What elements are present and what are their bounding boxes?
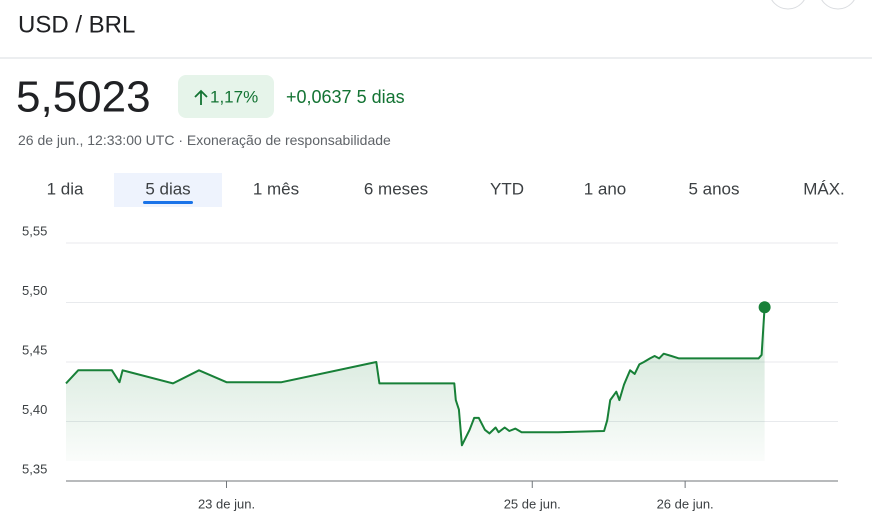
y-tick-label: 5,35	[22, 461, 47, 476]
disclaimer[interactable]: Exoneração de responsabilidade	[187, 132, 391, 148]
change-chip	[178, 75, 274, 118]
x-tick-label: 26 de jun.	[657, 496, 714, 511]
range-tab[interactable]: YTD	[490, 179, 524, 198]
up-arrow	[194, 89, 208, 105]
title: USD / BRL	[18, 11, 135, 38]
time: 26 de jun., 12:33:00 UTC	[18, 132, 174, 148]
range-tab[interactable]: 1 dia	[47, 179, 84, 198]
y-tick-label: 5,55	[22, 223, 47, 238]
y-tick-label: 5,50	[22, 283, 47, 298]
range-tab[interactable]: 6 meses	[364, 179, 428, 198]
price: 5,5023	[16, 73, 151, 122]
range-tab[interactable]: 1 mês	[253, 179, 299, 198]
action-button[interactable]	[769, 0, 807, 10]
period-label: 5 dias	[357, 87, 405, 107]
y-tick-label: 5,45	[22, 342, 47, 357]
range-tab[interactable]: 5 dias	[145, 179, 190, 198]
change-pct: 1,17%	[210, 87, 258, 106]
range-tab[interactable]: 5 anos	[688, 179, 739, 198]
timestamp: 26 de jun., 12:33:00 UTC · Exoneração de…	[18, 132, 391, 148]
separator: ·	[178, 132, 183, 148]
x-tick-label: 25 de jun.	[504, 496, 561, 511]
line	[65, 307, 766, 447]
range-tab[interactable]: MÁX.	[803, 179, 845, 198]
range-tab[interactable]: 1 ano	[584, 179, 627, 198]
change-abs-value: +0,0637	[286, 87, 352, 107]
x-tick-label: 23 de jun.	[198, 496, 255, 511]
last-point	[758, 301, 771, 314]
tab-underline	[143, 201, 193, 204]
y-tick-label: 5,40	[22, 402, 47, 417]
range-tabs: 1 dia 5 dias 1 mês 6 meses YTD 1 ano 5 anos MÁX…	[47, 173, 845, 207]
chart: 5,35 5,40 5,45 5,50 5,55 23 de jun. 25 de jun.…	[22, 223, 838, 511]
action-button[interactable]	[819, 0, 857, 10]
change-abs: +0,0637 5 dias	[286, 87, 405, 107]
